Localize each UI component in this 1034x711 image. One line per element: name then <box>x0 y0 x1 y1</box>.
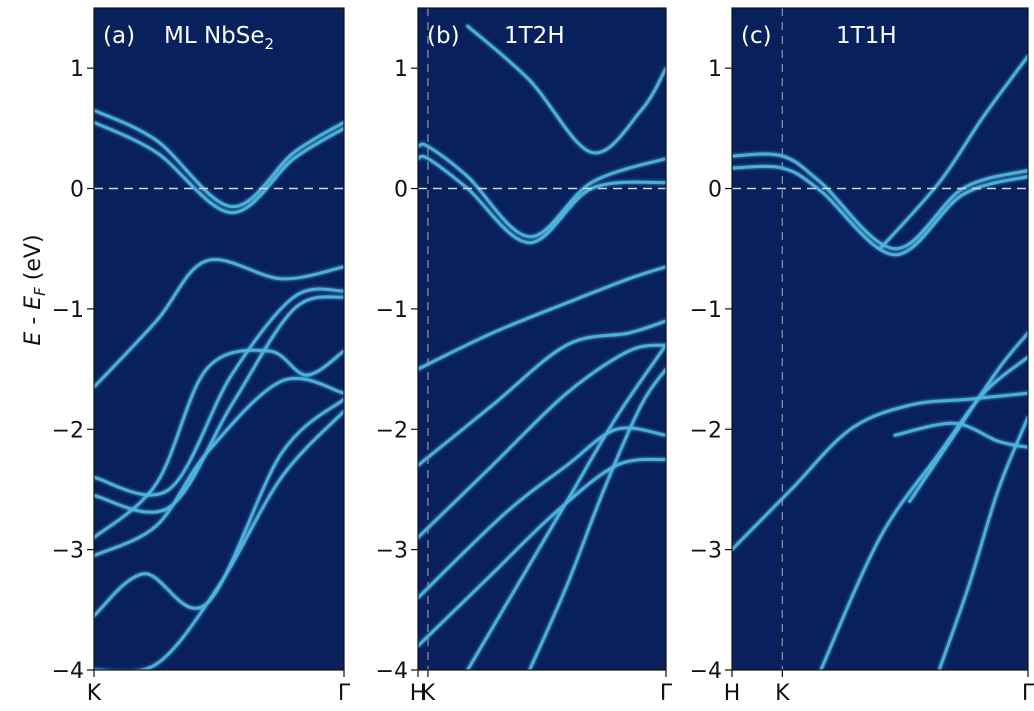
band-line-6 <box>94 348 344 540</box>
y-tick-label: −3 <box>376 539 408 564</box>
plot-background <box>94 8 344 670</box>
panel-title: 1T2H <box>504 23 565 49</box>
y-tick-label: 1 <box>708 57 722 82</box>
panel-a: −4 −3 −2 −1 0 1 K Γ (a) ML NbSe2 <box>52 7 351 706</box>
y-tick-label: −1 <box>690 298 722 323</box>
band-line-4 <box>418 265 666 371</box>
band-group <box>94 108 344 670</box>
x-tick-label: K <box>87 681 102 706</box>
panel-b: −4 −3 −2 −1 0 1 HK Γ (b) 1T2H <box>376 7 673 706</box>
y-tick-label: −1 <box>52 298 84 323</box>
y-tick-label: −4 <box>376 659 408 684</box>
x-tick-label: K <box>421 681 436 706</box>
x-tick-label: Γ <box>660 681 673 706</box>
band-line-3 <box>466 24 666 155</box>
plot-background <box>732 8 1028 670</box>
band-line-7 <box>937 415 1028 670</box>
panel-label: (b) <box>427 23 460 49</box>
y-tick-label: 1 <box>394 57 408 82</box>
band-line-7 <box>418 426 666 600</box>
band-line-10 <box>528 367 666 670</box>
y-tick-label: −1 <box>376 298 408 323</box>
x-tick-label: H <box>724 681 741 706</box>
band-group <box>418 24 666 670</box>
band-group <box>732 54 1028 670</box>
band-line-5 <box>94 295 344 514</box>
band-line-6 <box>418 343 666 540</box>
band-line-2 <box>418 154 666 245</box>
y-tick-label: −3 <box>690 539 722 564</box>
y-tick-label: −4 <box>690 659 722 684</box>
band-line-3 <box>878 54 1028 251</box>
band-line-8 <box>418 457 666 648</box>
y-tick-label: 0 <box>394 178 408 203</box>
panel-c: −4 −3 −2 −1 0 1 H K Γ (c) 1T1H <box>690 7 1034 706</box>
band-line-7 <box>94 376 344 558</box>
band-line-1 <box>418 142 666 239</box>
axes-frame <box>417 7 667 671</box>
x-tick-label: Γ <box>1022 681 1034 706</box>
y-tick-label: 1 <box>70 57 84 82</box>
y-tick-label: 0 <box>708 178 722 203</box>
band-line-1 <box>94 108 344 209</box>
x-tick-label: K <box>775 681 790 706</box>
band-line-2 <box>94 120 344 215</box>
band-line-3 <box>94 258 344 389</box>
y-axis-label: E - EF (eV) <box>21 234 49 345</box>
plot-background <box>418 8 666 670</box>
y-tick-label: −3 <box>52 539 84 564</box>
band-line-6 <box>819 355 1028 670</box>
y-tick-label: −2 <box>376 418 408 443</box>
y-tick-label: 0 <box>70 178 84 203</box>
axes-frame <box>93 7 345 671</box>
panel-label: (c) <box>741 23 772 49</box>
y-tick-label: −4 <box>52 659 84 684</box>
panel-label: (a) <box>103 23 135 49</box>
band-line-5 <box>418 319 666 467</box>
band-line-8 <box>732 391 1028 552</box>
axes-frame <box>731 7 1029 671</box>
band-line-9 <box>466 343 666 670</box>
panel-title: 1T1H <box>836 23 897 49</box>
y-tick-label: −2 <box>52 418 84 443</box>
panel-title: ML NbSe2 <box>164 23 274 53</box>
x-tick-label: Γ <box>338 681 351 706</box>
x-tick-label: H <box>410 681 427 706</box>
y-tick-label: −2 <box>690 418 722 443</box>
